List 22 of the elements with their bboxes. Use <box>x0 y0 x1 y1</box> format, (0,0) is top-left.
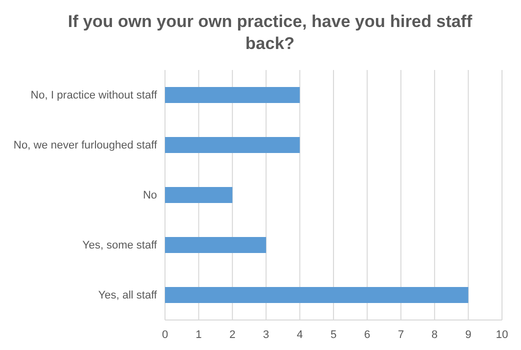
y-tick-label: No, I practice without staff <box>30 90 158 102</box>
x-tick-label: 9 <box>465 328 472 341</box>
x-tick-label: 0 <box>162 328 168 341</box>
x-tick-label: 7 <box>398 328 404 341</box>
bar <box>165 187 232 203</box>
x-tick-label: 8 <box>432 328 438 341</box>
bar <box>165 287 468 303</box>
y-tick-label: Yes, all staff <box>98 290 158 302</box>
x-tick-label: 3 <box>263 328 270 341</box>
bar <box>165 137 300 153</box>
y-tick-label: No, we never furloughed staff <box>14 140 158 152</box>
chart-title: If you own your own practice, have you hired staff back? <box>68 12 472 53</box>
x-tick-label: 1 <box>196 328 202 341</box>
x-tick-label: 5 <box>330 328 337 341</box>
y-tick-label: Yes, some staff <box>82 240 158 252</box>
x-tick-label: 4 <box>296 328 303 341</box>
bar <box>165 87 300 103</box>
x-tick-label: 2 <box>229 328 236 341</box>
x-tick-label: 6 <box>364 328 370 341</box>
x-tick-label: 10 <box>496 328 508 341</box>
bar <box>165 237 266 253</box>
y-tick-label: No <box>142 190 157 202</box>
